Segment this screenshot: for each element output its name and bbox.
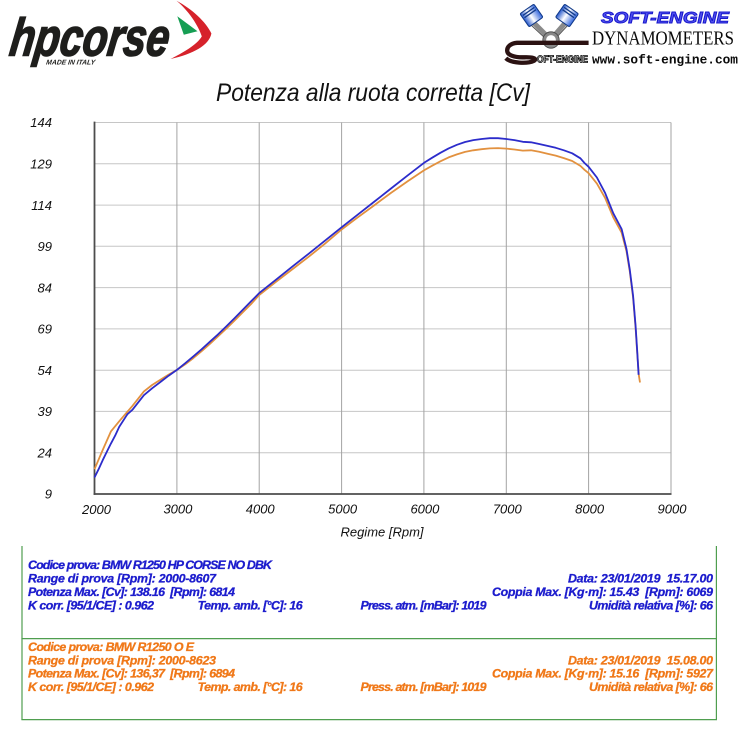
- svg-text:Data: 23/01/2019 15.17.00: Data: 23/01/2019 15.17.00: [568, 572, 713, 586]
- svg-text:99: 99: [38, 239, 52, 254]
- svg-text:8000: 8000: [575, 502, 605, 517]
- svg-text:84: 84: [38, 280, 52, 295]
- svg-text:Potenza Max. [Cv]: 136,37 [Rp: Potenza Max. [Cv]: 136,37 [Rpm]: 6894: [28, 667, 235, 681]
- svg-text:114: 114: [31, 198, 52, 213]
- svg-text:Temp. amb. [°C]: 16: Temp. amb. [°C]: 16: [198, 680, 303, 694]
- svg-text:Coppia Max. [Kg·m]: 15.43 [Rp: Coppia Max. [Kg·m]: 15.43 [Rpm]: 6069: [492, 585, 713, 599]
- svg-text:Potenza Max. [Cv]: 138.16 [Rp: Potenza Max. [Cv]: 138.16 [Rpm]: 6814: [28, 585, 235, 599]
- svg-text:4000: 4000: [246, 502, 276, 517]
- svg-text:Press. atm. [mBar]: 1019: Press. atm. [mBar]: 1019: [361, 680, 487, 694]
- svg-text:9000: 9000: [658, 502, 688, 517]
- svg-text:7000: 7000: [493, 502, 523, 517]
- svg-text:hpcorse: hpcorse: [7, 9, 174, 68]
- svg-text:3000: 3000: [163, 502, 193, 517]
- svg-text:Data: 23/01/2019 15.08.00: Data: 23/01/2019 15.08.00: [568, 653, 713, 667]
- svg-text:2000: 2000: [81, 502, 112, 517]
- svg-text:Temp. amb. [°C]: 16: Temp. amb. [°C]: 16: [198, 598, 303, 612]
- svg-text:Umidità relativa [%]: 66: Umidità relativa [%]: 66: [589, 680, 713, 694]
- svg-text:5000: 5000: [328, 502, 358, 517]
- svg-text:129: 129: [30, 157, 52, 172]
- svg-text:9: 9: [45, 487, 52, 502]
- svg-text:K corr. [95/1/CE] : 0.962: K corr. [95/1/CE] : 0.962: [28, 598, 154, 612]
- svg-text:SOFT-ENGINE: SOFT-ENGINE: [601, 10, 730, 27]
- svg-text:Codice prova: BMW R1250 HP COR: Codice prova: BMW R1250 HP CORSE NO DBK: [28, 558, 273, 572]
- svg-text:Coppia Max. [Kg·m]: 15.16 [Rp: Coppia Max. [Kg·m]: 15.16 [Rpm]: 5927: [492, 667, 714, 681]
- svg-text:K corr. [95/1/CE] : 0.962: K corr. [95/1/CE] : 0.962: [28, 680, 154, 694]
- svg-text:www.soft-engine.com: www.soft-engine.com: [592, 54, 738, 68]
- svg-text:Umidità relativa [%]: 66: Umidità relativa [%]: 66: [589, 598, 713, 612]
- svg-text:Codice prova: BMW R1250 O E: Codice prova: BMW R1250 O E: [28, 640, 195, 654]
- svg-text:39: 39: [38, 404, 52, 419]
- svg-text:Range di prova [Rpm]: 2000-862: Range di prova [Rpm]: 2000-8623: [28, 653, 216, 667]
- svg-text:144: 144: [30, 115, 52, 130]
- svg-text:Regime [Rpm]: Regime [Rpm]: [340, 525, 423, 540]
- svg-text:54: 54: [38, 363, 52, 378]
- svg-text:MADE IN ITALY: MADE IN ITALY: [46, 60, 97, 67]
- svg-text:DYNAMOMETERS: DYNAMOMETERS: [592, 28, 734, 49]
- svg-text:24: 24: [37, 445, 52, 460]
- svg-text:6000: 6000: [410, 502, 440, 517]
- svg-text:OFT-ENGINE: OFT-ENGINE: [537, 55, 588, 66]
- svg-text:Press. atm. [mBar]: 1019: Press. atm. [mBar]: 1019: [361, 598, 487, 612]
- svg-text:Range di prova [Rpm]: 2000-860: Range di prova [Rpm]: 2000-8607: [28, 572, 217, 586]
- svg-text:Potenza alla ruota corretta [C: Potenza alla ruota corretta [Cv]: [216, 79, 531, 107]
- svg-text:69: 69: [38, 322, 52, 337]
